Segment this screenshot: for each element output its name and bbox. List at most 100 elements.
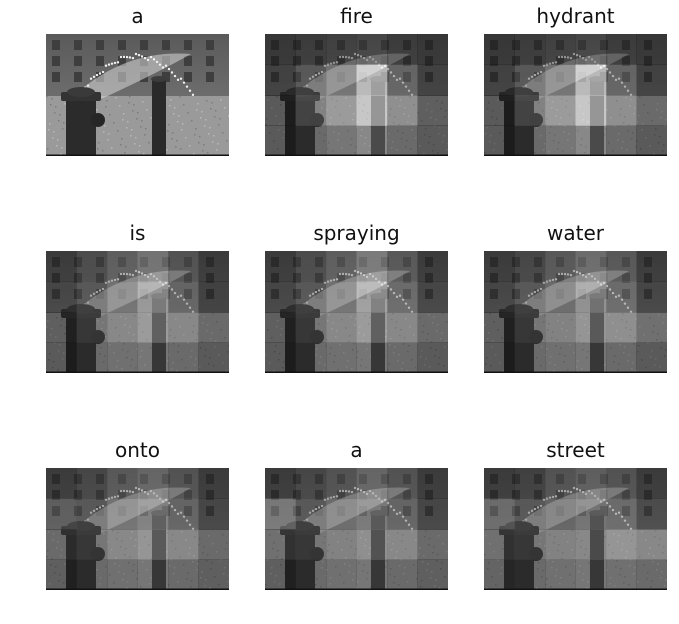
attention-cell <box>417 251 448 282</box>
attention-shade <box>326 281 357 313</box>
scene-svg <box>46 34 229 156</box>
attention-cell <box>265 468 296 499</box>
building-window <box>271 40 279 50</box>
attention-shade <box>514 559 546 590</box>
attention-cell <box>636 312 667 343</box>
building-window <box>622 490 630 500</box>
building-window <box>534 490 542 500</box>
building-window <box>52 506 60 516</box>
building-window <box>162 40 170 50</box>
fire-hydrant <box>61 521 105 590</box>
building-window <box>74 490 82 500</box>
building-window <box>622 273 630 283</box>
attention-cell <box>387 559 418 590</box>
building-window <box>556 257 564 267</box>
attention-shade <box>514 281 546 313</box>
attention-shade <box>356 312 388 343</box>
attention-cell <box>326 312 357 343</box>
attention-shade <box>295 251 327 282</box>
attention-shade <box>545 281 576 313</box>
attention-shade <box>265 125 296 156</box>
attention-shade <box>606 559 637 590</box>
building-window <box>206 490 214 500</box>
building-window <box>206 40 214 50</box>
attention-shade <box>387 529 418 560</box>
building-window <box>118 40 126 50</box>
attention-shade <box>545 34 576 65</box>
building-window <box>490 72 498 82</box>
attention-shade <box>417 125 448 156</box>
attention-shade <box>295 34 327 65</box>
building-window <box>644 474 652 484</box>
attention-shade <box>76 342 108 373</box>
attention-cell <box>636 529 667 560</box>
attention-shade <box>417 95 448 126</box>
building-window <box>140 474 148 484</box>
building-window <box>162 474 170 484</box>
attention-shade <box>265 342 296 373</box>
building-window <box>140 40 148 50</box>
attention-cell <box>514 125 546 156</box>
building-window <box>490 474 498 484</box>
attention-shade <box>137 251 169 282</box>
building-window <box>206 474 214 484</box>
attention-shade <box>636 559 667 590</box>
attention-cell <box>417 64 448 96</box>
attention-shade <box>295 559 327 590</box>
building-window <box>490 506 498 516</box>
attention-cell <box>575 251 607 282</box>
building-window <box>337 257 345 267</box>
building-window <box>52 257 60 267</box>
attention-shade <box>76 559 108 590</box>
building-window <box>271 506 279 516</box>
attention-cell <box>575 559 607 590</box>
building-window <box>52 40 60 50</box>
attention-panel-onto: onto <box>46 438 229 590</box>
attention-cell <box>137 312 169 343</box>
building-window <box>381 289 389 299</box>
attention-shade <box>295 468 327 499</box>
attention-grid <box>46 34 229 156</box>
photo-fire-hydrant-spraying <box>484 251 667 373</box>
attention-cell <box>636 95 667 126</box>
attention-shade <box>545 529 576 560</box>
scene-svg <box>46 468 229 590</box>
attention-cell <box>545 281 576 313</box>
attention-cell <box>606 64 637 96</box>
fire-hydrant <box>280 87 324 156</box>
attention-cell <box>514 95 546 126</box>
attention-cell <box>484 251 515 282</box>
building-window <box>206 56 214 66</box>
attention-cell <box>137 559 169 590</box>
attention-shade <box>168 468 199 499</box>
attention-shade <box>76 468 108 499</box>
building-window <box>644 506 652 516</box>
building-window <box>381 506 389 516</box>
attention-shade <box>514 34 546 65</box>
attention-shade <box>107 312 138 343</box>
attention-cell <box>356 468 388 499</box>
attention-shade <box>107 529 138 560</box>
building-window <box>381 474 389 484</box>
attention-shade <box>46 498 77 530</box>
attention-cell <box>198 529 229 560</box>
building-window <box>315 273 323 283</box>
attention-cell <box>295 468 327 499</box>
building-window <box>534 474 542 484</box>
attention-cell <box>76 342 108 373</box>
building-window <box>96 56 104 66</box>
building-window <box>74 40 82 50</box>
attention-shade <box>417 251 448 282</box>
attention-cell <box>198 251 229 282</box>
building-window <box>184 506 192 516</box>
attention-shade <box>545 95 576 126</box>
building-window <box>578 257 586 267</box>
building-window <box>337 40 345 50</box>
water-spray <box>295 270 410 323</box>
attention-shade <box>198 559 229 590</box>
attention-cell <box>137 281 169 313</box>
attention-shade <box>484 125 515 156</box>
building-window <box>425 273 433 283</box>
attention-shade <box>387 64 418 96</box>
building-window <box>337 273 345 283</box>
